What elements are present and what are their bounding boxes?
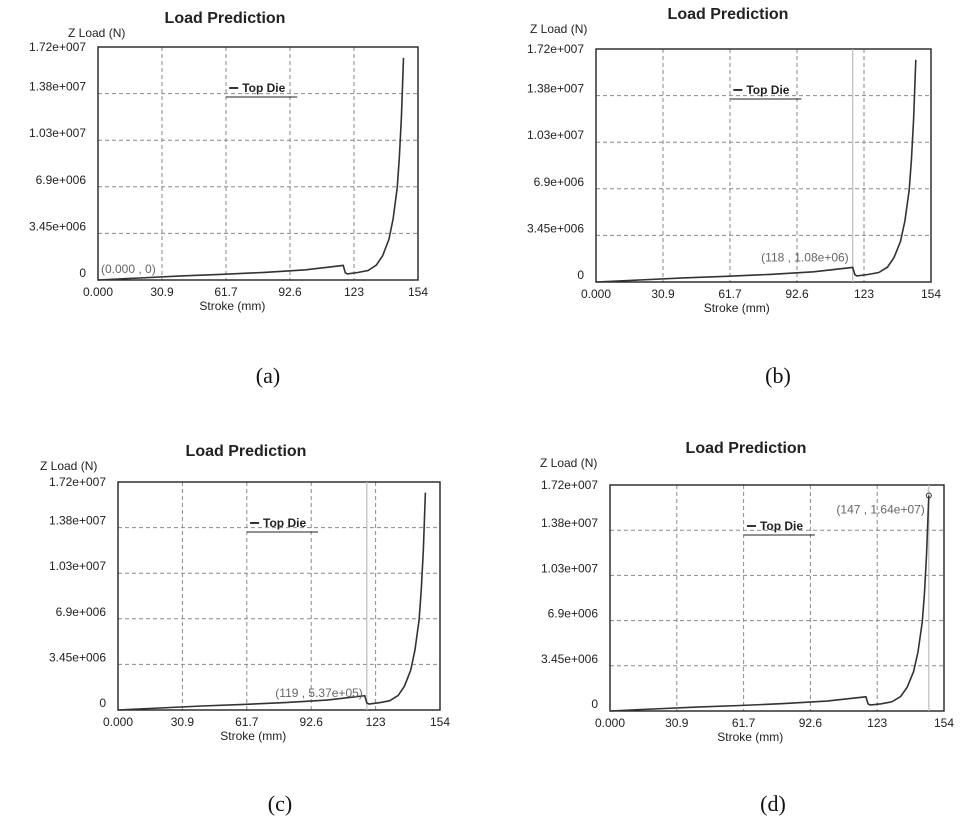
y-tick-label: 1.72e+007 [527,42,584,56]
x-tick-label: 154 [430,715,450,729]
y-tick-label: 0 [577,268,584,282]
x-axis-label: Stroke (mm) [704,301,770,315]
y-tick-label: 3.45e+006 [49,650,106,664]
y-tick-label: 6.9e+006 [36,173,87,187]
plot-frame [97,46,419,281]
x-tick-label: 123 [344,285,364,299]
x-axis-label: Stroke (mm) [220,729,286,743]
y-tick-label: 1.72e+007 [541,478,598,492]
caption-d: (d) [760,791,786,816]
y-tick-label: 1.72e+007 [29,40,86,54]
y-tick-label: 1.03e+007 [29,126,86,140]
chart-panel-a: Load Prediction Z Load (N) 0.000 30.9 61.7… [0,0,485,320]
x-tick-label: 0.000 [83,285,113,299]
axis-ticks: 0.000 30.9 61.7 92.6 123 154 0 3.45e+006 6.9e+00… [527,42,941,301]
x-tick-label: 0.000 [595,716,625,730]
x-tick-label: 92.6 [300,715,324,729]
y-tick-label: 1.38e+007 [49,514,106,528]
plot-frame [609,484,945,712]
legend-label: Top Die [760,519,803,533]
load-chart-d: Load Prediction Z Load (N) 0.000 30.9 61.7… [540,440,954,744]
load-curve [97,57,405,281]
x-tick-label: 92.6 [799,716,823,730]
y-tick-label: 6.9e+006 [534,175,585,189]
x-tick-label: 123 [867,716,887,730]
y-tick-label: 1.03e+007 [541,561,598,575]
chart-panel-d: Load Prediction Z Load (N) 0.000 30.9 61.7… [500,427,970,747]
x-tick-label: 0.000 [581,287,611,301]
load-chart-c: Load Prediction Z Load (N) 0.000 30.9 61.7… [40,443,450,743]
x-tick-label: 123 [366,715,386,729]
axis-ticks: 0.000 30.9 61.7 92.6 123 154 0 3.45e+006 6.9e+00… [541,478,954,730]
x-tick-label: 92.6 [278,285,302,299]
chart-panel-c: Load Prediction Z Load (N) 0.000 30.9 61.7… [0,430,485,750]
x-tick-label: 30.9 [651,287,675,301]
load-chart-b: Load Prediction Z Load (N) 0.000 30.9 61.7… [527,6,941,315]
y-tick-label: 6.9e+006 [56,605,107,619]
y-tick-label: 0 [591,697,598,711]
cursor-marker [925,492,932,499]
axis-ticks: 0.000 30.9 61.7 92.6 123 154 0 3.45e+006 6.9e+00… [49,475,450,729]
load-curve [609,495,930,712]
x-tick-label: 154 [934,716,954,730]
y-tick-label: 1.38e+007 [541,516,598,530]
x-tick-label: 61.7 [214,285,238,299]
grid-lines [610,485,944,711]
cursor-readout: (119 , 5.37e+05) [275,686,363,700]
y-axis-label: Z Load (N) [540,456,597,470]
y-tick-label: 0 [99,696,106,710]
y-tick-label: 3.45e+006 [29,219,86,233]
y-tick-label: 1.03e+007 [527,128,584,142]
grid-lines [596,49,931,282]
x-tick-label: 123 [854,287,874,301]
x-tick-label: 92.6 [785,287,809,301]
load-chart-a: Load Prediction Z Load (N) 0.000 30.9 61.7… [29,10,428,313]
caption-b: (b) [765,363,791,388]
y-axis-label: Z Load (N) [40,459,97,473]
caption-c: (c) [267,791,293,816]
chart-title: Load Prediction [686,440,807,457]
y-axis-label: Z Load (N) [68,26,125,40]
y-tick-label: 3.45e+006 [541,652,598,666]
cursor-readout: (147 , 1.64e+07) [836,503,924,517]
grid-lines [118,482,440,710]
x-tick-label: 30.9 [665,716,689,730]
plot-frame [595,48,932,283]
x-tick-label: 30.9 [150,285,174,299]
x-tick-label: 0.000 [103,715,133,729]
legend-label: Top Die [242,81,285,95]
x-tick-label: 61.7 [235,715,259,729]
load-curve [595,59,917,283]
x-tick-label: 154 [921,287,941,301]
y-tick-label: 0 [79,266,86,280]
axis-ticks: 0.000 30.9 61.7 92.6 123 154 0 3.45e+006 6.9e+00… [29,40,428,299]
load-curve [117,492,427,711]
grid-lines [98,47,418,280]
caption-a: (a) [255,363,281,388]
x-tick-label: 154 [408,285,428,299]
chart-title: Load Prediction [186,443,307,460]
legend-label: Top Die [746,83,789,97]
x-axis-label: Stroke (mm) [717,730,783,744]
chart-title: Load Prediction [165,10,286,27]
y-tick-label: 1.03e+007 [49,559,106,573]
y-tick-label: 1.72e+007 [49,475,106,489]
legend-label: Top Die [263,516,306,530]
y-tick-label: 6.9e+006 [548,607,599,621]
y-tick-label: 3.45e+006 [527,221,584,235]
x-axis-label: Stroke (mm) [199,299,265,313]
chart-panel-b: Load Prediction Z Load (N) 0.000 30.9 61.7… [500,0,970,316]
cursor-readout: (0.000 , 0) [101,262,156,276]
y-axis-label: Z Load (N) [530,22,587,36]
x-tick-label: 30.9 [171,715,195,729]
x-tick-label: 61.7 [732,716,756,730]
chart-title: Load Prediction [668,6,789,23]
x-tick-label: 61.7 [718,287,742,301]
cursor-readout: (118 , 1.08e+06) [761,250,849,264]
plot-frame [117,481,441,711]
y-tick-label: 1.38e+007 [527,82,584,96]
y-tick-label: 1.38e+007 [29,80,86,94]
